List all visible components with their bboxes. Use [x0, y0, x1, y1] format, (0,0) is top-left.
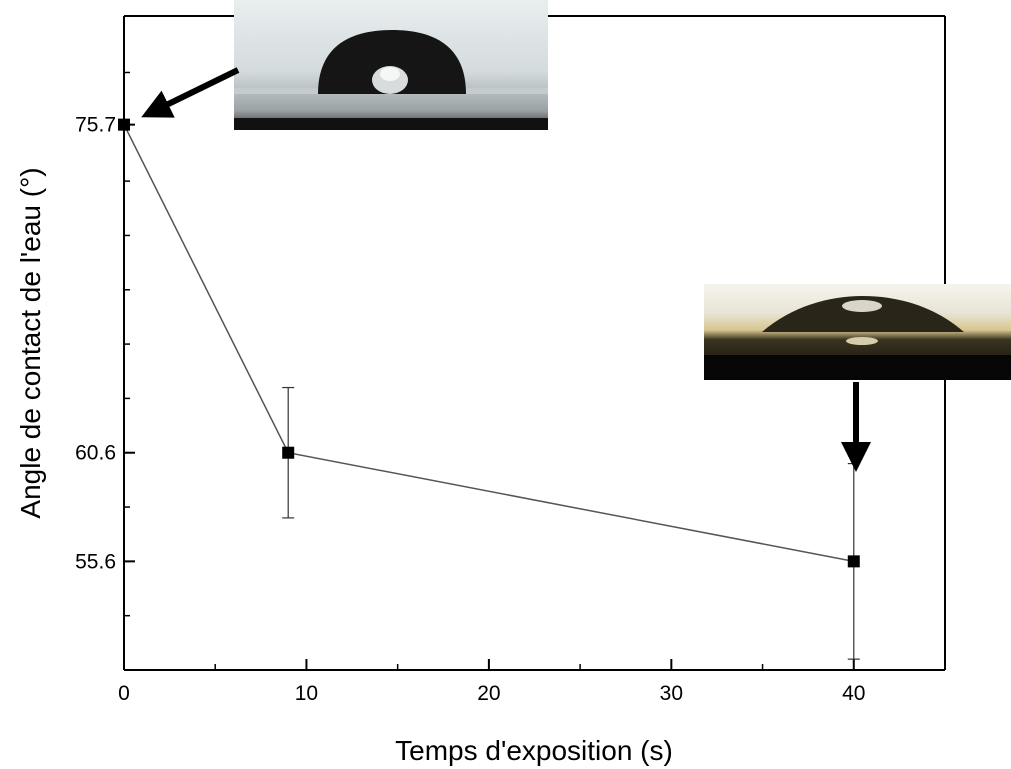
droplet-photo-low-angle	[704, 284, 1011, 380]
arrow-to-first-point	[141, 67, 240, 118]
droplet-photo-high-angle	[234, 0, 548, 130]
data-markers	[118, 118, 860, 568]
error-bars	[282, 386, 860, 660]
y-tick-label: 55.6	[75, 550, 116, 573]
y-tick-label: 60.6	[75, 442, 116, 465]
y-tick-label: 75.7	[75, 114, 116, 137]
x-tick-label: 0	[118, 682, 130, 705]
data-point	[282, 446, 295, 459]
data-point	[847, 555, 860, 568]
x-axis-label: Temps d'exposition (s)	[395, 735, 673, 766]
x-tick-label: 20	[477, 682, 500, 705]
data-point	[118, 118, 130, 131]
x-tick-label: 30	[660, 682, 683, 705]
x-tick-label: 10	[295, 682, 318, 705]
y-axis-ticks: 55.6 60.6 75.7	[75, 71, 135, 617]
x-tick-label: 40	[842, 682, 865, 705]
x-axis-ticks: 0 10 20 30 40	[118, 659, 865, 705]
y-axis-label: Angle de contact de l'eau (°)	[15, 167, 46, 518]
